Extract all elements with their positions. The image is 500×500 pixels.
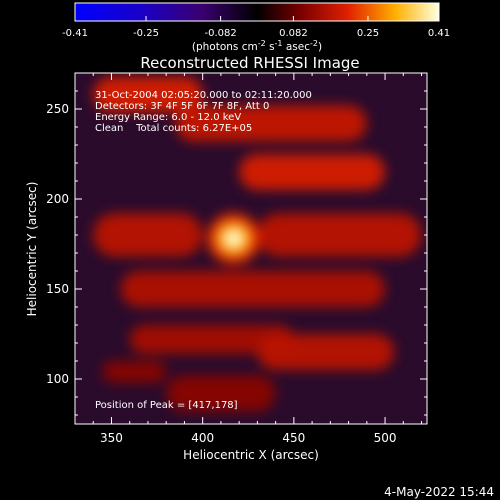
colorbar-tick-label: 0.082 <box>279 28 308 39</box>
colorbar-tick-label: -0.25 <box>133 28 159 39</box>
emission-band <box>93 213 203 257</box>
x-tick-label: 400 <box>191 431 214 445</box>
annotation-detectors: Detectors: 3F 4F 5F 6F 7F 8F, Att 0 <box>95 101 269 112</box>
axes: 350 400 450 500 100 150 200 250 <box>46 72 427 445</box>
colorbar-tick-label: 0.25 <box>357 28 379 39</box>
colorbar-ticks: -0.41 -0.25 -0.082 0.082 0.25 0.41 <box>62 16 450 39</box>
emission-band <box>120 271 386 307</box>
x-axis-label: Heliocentric X (arcsec) <box>183 448 319 462</box>
colorbar-unit-label: (photons cm-2 s-1 asec-2) <box>192 39 322 53</box>
annotation-time-range: 31-Oct-2004 02:05:20.000 to 02:11:20.000 <box>95 90 312 101</box>
chart-title: Reconstructed RHESSI Image <box>140 54 359 72</box>
annotation-block: 31-Oct-2004 02:05:20.000 to 02:11:20.000… <box>95 90 312 134</box>
emission-band <box>175 105 367 142</box>
emission-band <box>239 154 386 190</box>
emission-band <box>93 76 203 113</box>
emission-band <box>102 361 167 383</box>
y-axis-label: Heliocentric Y (arcsec) <box>25 182 39 317</box>
y-tick-label: 200 <box>46 192 69 206</box>
x-tick-label: 500 <box>374 431 397 445</box>
annotation-energy-range: Energy Range: 6.0 - 12.0 keV <box>95 112 241 123</box>
colorbar-gradient <box>74 2 440 22</box>
peak-core <box>226 231 241 246</box>
x-tick-label: 450 <box>282 431 305 445</box>
emission-band <box>166 375 276 412</box>
plot-frame <box>74 72 428 425</box>
emission-band <box>257 334 395 370</box>
colorbar-tick-label: -0.082 <box>204 28 236 39</box>
y-tick-label: 100 <box>46 372 69 386</box>
colorbar-tick-label: -0.41 <box>62 28 88 39</box>
emission-band <box>129 325 294 354</box>
peak-position-label: Position of Peak = [417,178] <box>95 400 238 411</box>
y-tick-label: 150 <box>46 282 69 296</box>
x-tick-label: 350 <box>100 431 123 445</box>
footer-date: 4-May-2022 15:44 <box>384 485 494 499</box>
emission-band <box>257 213 422 257</box>
plot-area <box>75 73 427 424</box>
colorbar-tick-label: 0.41 <box>428 28 450 39</box>
y-tick-label: 250 <box>46 102 69 116</box>
colorbar: -0.41 -0.25 -0.082 0.082 0.25 0.41 (photons c… <box>62 2 450 53</box>
annotation-clean-counts: Clean Total counts: 6.27E+05 <box>95 123 252 134</box>
